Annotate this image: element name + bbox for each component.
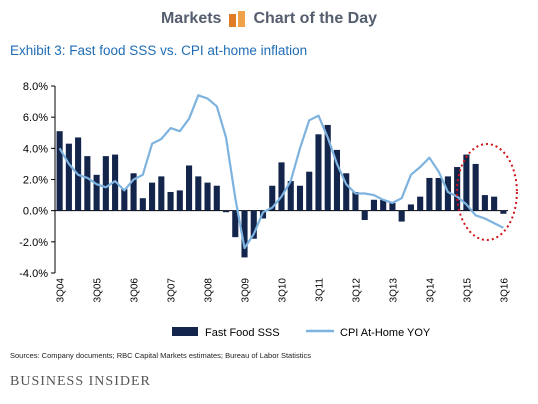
sss-bar bbox=[324, 124, 331, 211]
sss-bar bbox=[287, 181, 294, 211]
legend-label-sss: Fast Food SSS bbox=[205, 327, 280, 339]
x-tick-label: 3Q07 bbox=[167, 278, 178, 303]
x-tick-label: 3Q12 bbox=[351, 278, 362, 303]
sss-bar bbox=[250, 210, 257, 239]
sss-bar bbox=[454, 167, 461, 211]
sss-bar bbox=[463, 154, 470, 211]
sss-bar bbox=[195, 176, 202, 211]
sss-bar bbox=[65, 143, 72, 211]
sss-bar bbox=[278, 162, 285, 211]
sss-bar bbox=[370, 199, 377, 211]
sss-bar bbox=[361, 210, 368, 221]
sss-bar bbox=[241, 210, 248, 258]
y-tick-label: 4.0% bbox=[23, 143, 48, 155]
sss-bar bbox=[167, 191, 174, 211]
sss-bar bbox=[213, 185, 220, 211]
x-tick-label: 3Q04 bbox=[56, 278, 67, 303]
sss-bar bbox=[102, 156, 109, 211]
sss-bar bbox=[296, 185, 304, 211]
sss-bar bbox=[186, 165, 193, 211]
sss-bar bbox=[500, 210, 507, 214]
chart-title: Exhibit 3: Fast food SSS vs. CPI at-home… bbox=[10, 43, 308, 58]
chart-of-the-day-header: Markets Chart of the Day bbox=[0, 6, 538, 32]
legend-label-cpi: CPI At-Home YOY bbox=[340, 327, 431, 339]
sss-bar bbox=[444, 176, 451, 211]
sss-bar bbox=[84, 156, 91, 211]
sss-bar bbox=[306, 171, 313, 211]
sss-bar bbox=[389, 202, 396, 211]
y-tick-label: 6.0% bbox=[23, 112, 48, 124]
sss-bar bbox=[407, 204, 414, 211]
x-tick-label: 3Q06 bbox=[130, 278, 141, 303]
sss-bar bbox=[315, 134, 322, 211]
legend-swatch-sss bbox=[172, 327, 198, 336]
chart-of-day-icon bbox=[229, 11, 246, 27]
sss-bar bbox=[149, 182, 156, 211]
x-tick-label: 3Q13 bbox=[388, 278, 399, 303]
x-tick-label: 3Q14 bbox=[425, 278, 436, 303]
sss-bar bbox=[472, 163, 479, 211]
x-tick-label: 3Q08 bbox=[204, 278, 215, 303]
y-tick-label: 2.0% bbox=[23, 175, 48, 187]
sources-note: Sources: Company documents; RBC Capital … bbox=[10, 351, 311, 360]
sss-bar bbox=[435, 177, 442, 211]
sss-bar bbox=[130, 173, 137, 211]
highlight-ellipse bbox=[455, 143, 518, 241]
sss-bar bbox=[481, 195, 488, 211]
sss-bar bbox=[398, 210, 405, 222]
sss-bar bbox=[380, 199, 387, 211]
sss-bar bbox=[56, 131, 63, 211]
header-markets-label: Markets bbox=[160, 10, 222, 27]
y-tick-label: 8.0% bbox=[23, 81, 48, 93]
sss-bar bbox=[222, 210, 230, 213]
sss-bar bbox=[426, 177, 433, 211]
sss-bar bbox=[333, 149, 341, 211]
x-tick-label: 3Q15 bbox=[462, 278, 473, 303]
x-tick-label: 3Q05 bbox=[93, 278, 104, 303]
sss-bar bbox=[121, 188, 128, 211]
sss-bar bbox=[417, 196, 424, 211]
y-tick-label: 0.0% bbox=[23, 206, 48, 218]
y-tick-label: -2.0% bbox=[19, 237, 48, 249]
sss-bar bbox=[269, 185, 276, 211]
sss-bar bbox=[343, 173, 350, 211]
sss-bar bbox=[204, 182, 211, 211]
sss-bar bbox=[491, 196, 498, 211]
x-tick-label: 3Q11 bbox=[314, 278, 325, 302]
business-insider-logo: BUSINESS INSIDER bbox=[10, 374, 151, 389]
cpi-line bbox=[58, 94, 504, 250]
sss-bar bbox=[93, 174, 100, 211]
sss-bar bbox=[176, 190, 183, 211]
x-tick-label: 3Q09 bbox=[241, 278, 252, 303]
sss-bar bbox=[158, 176, 165, 211]
x-tick-label: 3Q16 bbox=[499, 278, 510, 303]
sss-bar bbox=[352, 191, 359, 211]
sss-bar bbox=[232, 210, 239, 238]
x-tick-label: 3Q10 bbox=[278, 278, 289, 303]
y-tick-label: -4.0% bbox=[19, 268, 48, 280]
sss-bar bbox=[139, 198, 146, 211]
header-chart-of-day-label: Chart of the Day bbox=[253, 10, 378, 27]
